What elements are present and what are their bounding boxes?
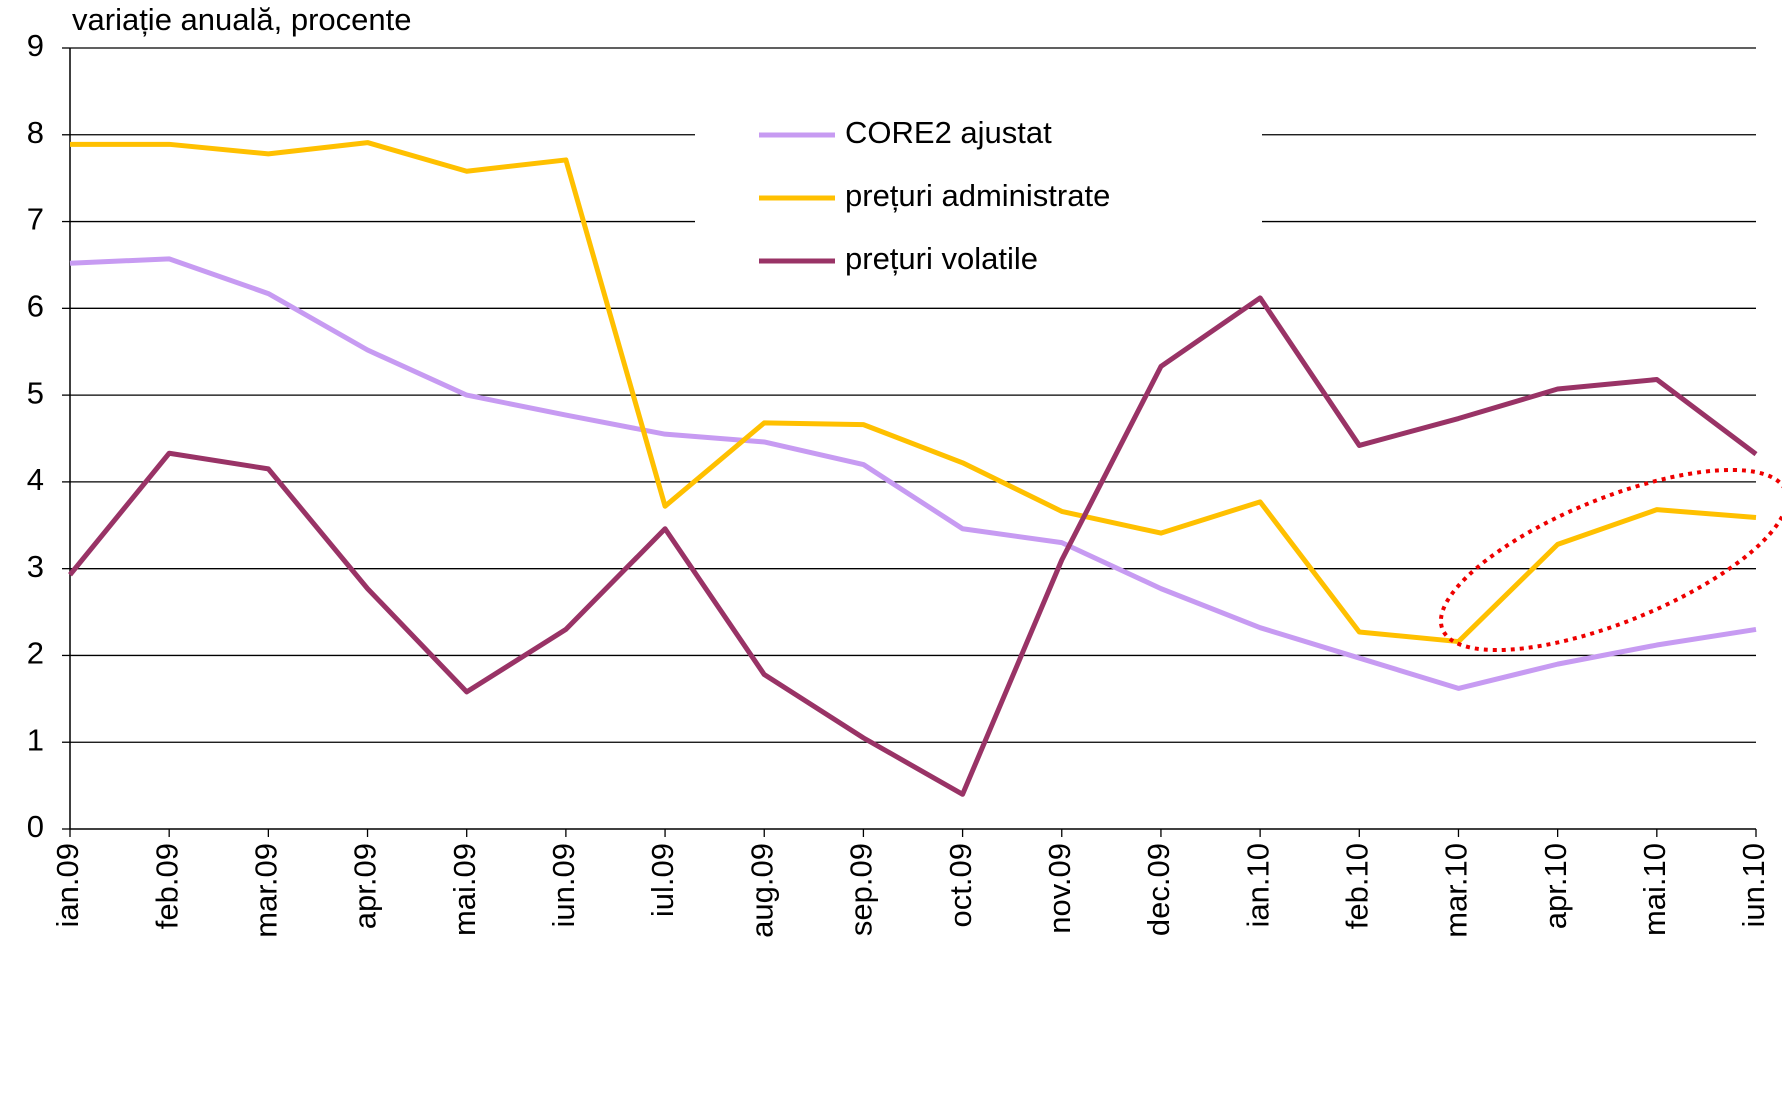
legend-label: prețuri volatile — [845, 241, 1038, 276]
y-tick-label: 4 — [27, 462, 44, 497]
x-tick-label: aug.09 — [744, 843, 779, 938]
y-tick-label: 1 — [27, 722, 44, 757]
x-tick-label: iun.09 — [546, 843, 581, 927]
x-tick-label: mar.10 — [1439, 843, 1474, 938]
x-tick-label: sep.09 — [844, 843, 879, 936]
x-tick-label: mai.10 — [1637, 843, 1672, 936]
axis-title: variație anuală, procente — [72, 2, 412, 37]
x-tick-label: ian.10 — [1240, 843, 1275, 927]
highlight-ellipse — [1438, 467, 1782, 653]
y-tick-label: 0 — [27, 809, 44, 844]
x-tick-label: feb.09 — [149, 843, 184, 929]
series-line — [68, 295, 1758, 797]
x-tick-label: mar.09 — [249, 843, 284, 938]
y-tick-label: 2 — [27, 636, 44, 671]
x-tick-label: dec.09 — [1141, 843, 1176, 936]
y-tick-label: 8 — [27, 115, 44, 150]
y-tick-label: 7 — [27, 202, 44, 237]
x-tick-label: iun.10 — [1736, 843, 1771, 927]
x-tick-label: ian.09 — [50, 843, 85, 927]
legend-box — [695, 110, 1262, 295]
legend-label: CORE2 ajustat — [845, 115, 1052, 150]
x-tick-label: apr.10 — [1538, 843, 1573, 929]
x-tick-label: feb.10 — [1339, 843, 1374, 929]
series-line — [69, 256, 1757, 691]
y-tick-label: 3 — [27, 549, 44, 584]
legend-label: prețuri administrate — [845, 178, 1110, 213]
x-tick-label: nov.09 — [1042, 843, 1077, 934]
x-tick-label: apr.09 — [348, 843, 383, 929]
series-line — [70, 140, 1757, 645]
y-tick-label: 5 — [27, 375, 44, 410]
x-tick-label: iul.09 — [645, 843, 680, 917]
x-tick-label: mai.09 — [447, 843, 482, 936]
y-tick-label: 9 — [27, 28, 44, 63]
y-tick-label: 6 — [27, 289, 44, 324]
x-tick-label: oct.09 — [943, 843, 978, 927]
